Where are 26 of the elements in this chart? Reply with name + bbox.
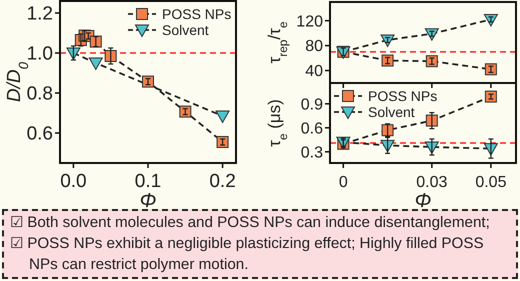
x-axis-title: Φ [414, 190, 432, 212]
legend-label: Solvent [162, 22, 209, 38]
y-tick-label: 40 [305, 63, 324, 80]
legend-label: POSS NPs [368, 88, 438, 104]
point [216, 110, 230, 123]
text: ☑ Both solvent molecules and POSS NPs can induce disentanglement; [10, 213, 491, 233]
text: ☑ POSS NPs exhibit a negligible plasticizing effect; Highly filled POSS NPs can restrict polymer motion. [10, 234, 485, 275]
x-tick-label: 0.1 [134, 171, 162, 192]
legend-label: Solvent [368, 104, 415, 120]
point [88, 58, 103, 70]
x-tick-label: 0.2 [209, 171, 236, 192]
y-tick-label: 0.3 [300, 144, 324, 162]
x-tick-label: 0 [338, 174, 348, 191]
y-tick-label: 0.6 [300, 120, 324, 138]
y-tick-label: 1.0 [26, 44, 53, 65]
x-tick-label: 0.03 [416, 174, 448, 191]
legend-label: POSS NPs [162, 6, 232, 22]
point [426, 114, 438, 127]
x-tick-label: 0.0 [60, 171, 87, 192]
y-tick-label: 0.6 [26, 124, 53, 145]
x-axis-title: Φ [140, 190, 156, 212]
y-tick-label: 80 [305, 38, 324, 56]
y-tick-label: 120 [296, 13, 324, 30]
x-tick-label: 0.05 [475, 174, 507, 191]
y-tick-label: 1.2 [26, 4, 53, 25]
y-tick-label: 0.9 [300, 96, 324, 114]
